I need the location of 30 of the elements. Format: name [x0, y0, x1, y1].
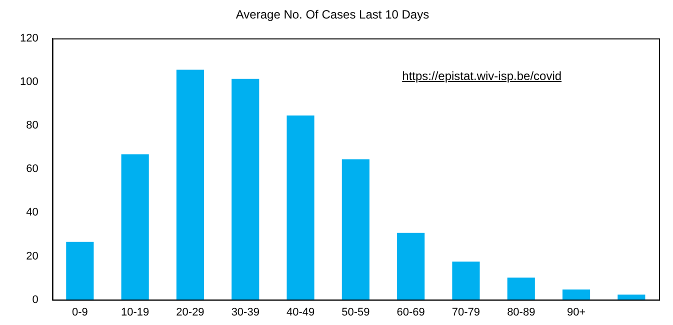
bar — [452, 262, 480, 300]
y-tick-label: 100 — [20, 76, 38, 88]
x-tick-label: 0-9 — [72, 306, 88, 318]
bar — [232, 78, 260, 300]
y-tick-label: 80 — [26, 120, 38, 132]
chart-title: Average No. Of Cases Last 10 Days — [236, 8, 430, 22]
bar — [342, 159, 370, 300]
y-tick-label: 40 — [26, 206, 38, 219]
bar — [66, 242, 94, 300]
bar — [397, 232, 425, 300]
bar — [562, 290, 590, 300]
x-tick-label: 10-19 — [121, 306, 150, 318]
x-tick-label: 70-79 — [452, 306, 480, 318]
x-tick-label: 80-89 — [507, 306, 536, 318]
x-tick-label: 20-29 — [176, 306, 204, 318]
y-tick-label: 120 — [20, 32, 38, 44]
bar — [618, 294, 646, 300]
bar — [176, 70, 204, 300]
bar — [286, 116, 314, 300]
x-tick-label: 90+ — [566, 306, 586, 318]
bar — [121, 154, 149, 300]
y-tick-label: 20 — [26, 250, 38, 262]
y-tick-label: 60 — [26, 163, 38, 176]
x-tick-label: 50-59 — [342, 306, 370, 318]
x-tick-label: 30-39 — [231, 306, 260, 318]
y-tick-label: 0 — [32, 294, 38, 306]
bar — [507, 278, 535, 300]
x-tick-label: 40-49 — [286, 306, 315, 318]
annotation: https://epistat.wiv-isp.be/covid — [402, 69, 562, 84]
x-tick-label: 60-69 — [396, 306, 425, 318]
